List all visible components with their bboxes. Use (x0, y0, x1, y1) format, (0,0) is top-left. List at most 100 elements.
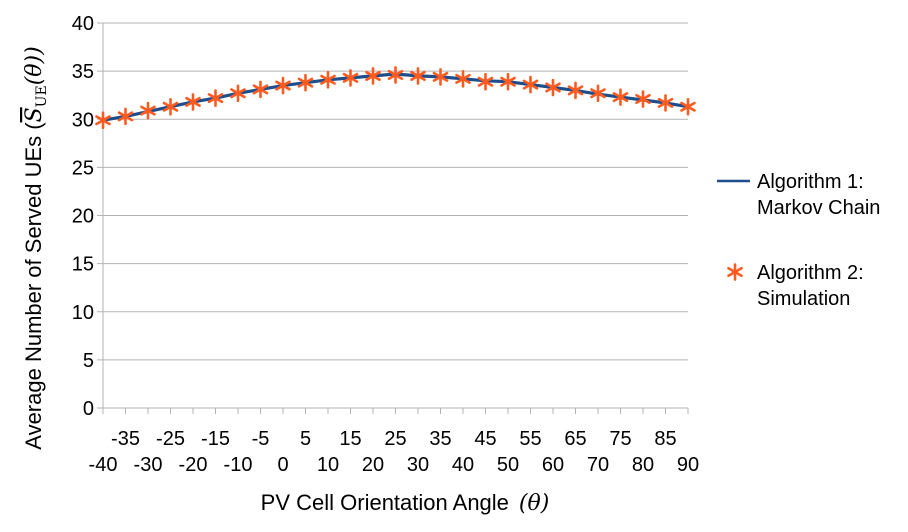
data-point-algorithm-2 (455, 70, 471, 88)
asterisk-stroke (410, 70, 426, 81)
asterisk-stroke (590, 88, 606, 99)
asterisk-stroke (297, 77, 314, 88)
asterisk-stroke (252, 84, 269, 95)
asterisk-stroke (185, 96, 201, 107)
y-tick-label: 20 (72, 206, 94, 228)
data-point-algorithm-2 (275, 76, 291, 95)
x-tick-label: 40 (452, 454, 474, 476)
series-layer (95, 66, 696, 130)
x-tick-label: 35 (429, 428, 451, 450)
y-tick-label: 10 (72, 302, 94, 324)
legend-swatch-asterisk (727, 263, 743, 281)
x-axis-title-text: PV Cell Orientation Angle (261, 490, 509, 515)
data-point-algorithm-2 (477, 72, 494, 91)
asterisk-stroke (342, 72, 359, 83)
x-tick-label: 25 (384, 428, 406, 450)
x-tick-label: 30 (407, 454, 429, 476)
asterisk-stroke (320, 74, 336, 85)
data-point-algorithm-2 (95, 111, 111, 130)
legend-label: Simulation (757, 288, 850, 310)
x-tick-label: 0 (277, 454, 288, 476)
x-tick-label: 20 (362, 454, 384, 476)
legend-label: Algorithm 2: (757, 262, 864, 284)
data-point-algorithm-2 (545, 78, 561, 97)
asterisk-stroke (455, 73, 471, 84)
x-tick-label: -35 (111, 428, 140, 450)
legend-label: Algorithm 1: (757, 171, 864, 193)
data-point-algorithm-2 (590, 84, 606, 103)
data-point-algorithm-2 (252, 80, 269, 99)
x-tick-label: 65 (564, 428, 586, 450)
data-point-algorithm-2 (185, 93, 201, 111)
asterisk-stroke (567, 85, 584, 96)
x-axis-title: PV Cell Orientation Angle (θ) (261, 490, 550, 516)
asterisk-stroke (500, 76, 516, 87)
x-tick-label: 15 (339, 428, 361, 450)
data-point-algorithm-2 (297, 73, 314, 92)
asterisk-stroke (230, 88, 246, 99)
data-point-algorithm-2 (522, 75, 539, 94)
y-tick-label: 40 (72, 13, 94, 35)
data-point-algorithm-2 (162, 97, 179, 116)
y-tick-label: 35 (72, 61, 94, 83)
asterisk-stroke (162, 101, 179, 112)
y-axis-title-subscript: UE (34, 85, 50, 107)
y-tick-label: 5 (83, 350, 94, 372)
x-tick-label: -15 (201, 428, 230, 450)
grid-layer (103, 22, 688, 361)
x-tick-label: 90 (677, 454, 699, 476)
y-tick-label: 25 (72, 157, 94, 179)
asterisk-stroke (657, 97, 674, 108)
asterisk-stroke (365, 70, 381, 81)
x-tick-label: 55 (519, 428, 541, 450)
asterisk-stroke (140, 105, 156, 116)
data-point-algorithm-2 (612, 88, 629, 106)
asterisk-stroke (117, 111, 134, 122)
x-tick-label: -30 (134, 454, 163, 476)
asterisk-stroke (727, 266, 743, 278)
data-point-algorithm-2 (342, 69, 359, 87)
data-point-algorithm-2 (140, 101, 156, 120)
x-tick-label: 45 (474, 428, 496, 450)
asterisk-stroke (477, 76, 494, 87)
y-axis-title: Average Number of Served UEs (SUE(θ)) (21, 46, 50, 449)
asterisk-stroke (680, 101, 696, 112)
y-axis-title-tail: (θ)) (22, 46, 47, 85)
data-point-algorithm-2 (680, 97, 696, 116)
x-tick-label: 5 (300, 428, 311, 450)
data-point-algorithm-2 (567, 81, 584, 100)
data-point-algorithm-2 (230, 84, 246, 103)
x-tick-label: 10 (317, 454, 339, 476)
x-tick-label: -5 (252, 428, 270, 450)
data-point-algorithm-2 (320, 70, 336, 89)
y-axis-title-symbol: S (22, 107, 47, 122)
asterisk-stroke (522, 79, 539, 90)
asterisk-stroke (95, 115, 111, 126)
x-tick-label: 70 (587, 454, 609, 476)
x-tick-label: -10 (224, 454, 253, 476)
x-tick-label: 50 (497, 454, 519, 476)
x-tick-label: 85 (654, 428, 676, 450)
x-tick-label: 80 (632, 454, 654, 476)
data-point-algorithm-2 (657, 94, 674, 112)
data-point-algorithm-2 (500, 72, 516, 91)
asterisk-stroke (545, 82, 561, 93)
y-tick-label: 30 (72, 109, 94, 131)
data-point-algorithm-2 (635, 90, 651, 108)
x-tick-label: -25 (156, 428, 185, 450)
asterisk-stroke (635, 93, 651, 105)
x-tick-label: -20 (179, 454, 208, 476)
asterisk-stroke (432, 71, 449, 82)
y-tick-label: 0 (83, 398, 94, 420)
y-axis-title-main: Average Number of Served UEs ( (21, 122, 46, 450)
axis-layer (97, 22, 689, 414)
x-tick-label: -40 (89, 454, 118, 476)
data-point-algorithm-2 (432, 68, 449, 86)
asterisk-stroke (612, 92, 629, 103)
y-tick-label: 15 (72, 254, 94, 276)
data-point-algorithm-2 (365, 67, 381, 85)
legend: Algorithm 1: Markov Chain Algorithm 2: Simu… (717, 171, 880, 310)
